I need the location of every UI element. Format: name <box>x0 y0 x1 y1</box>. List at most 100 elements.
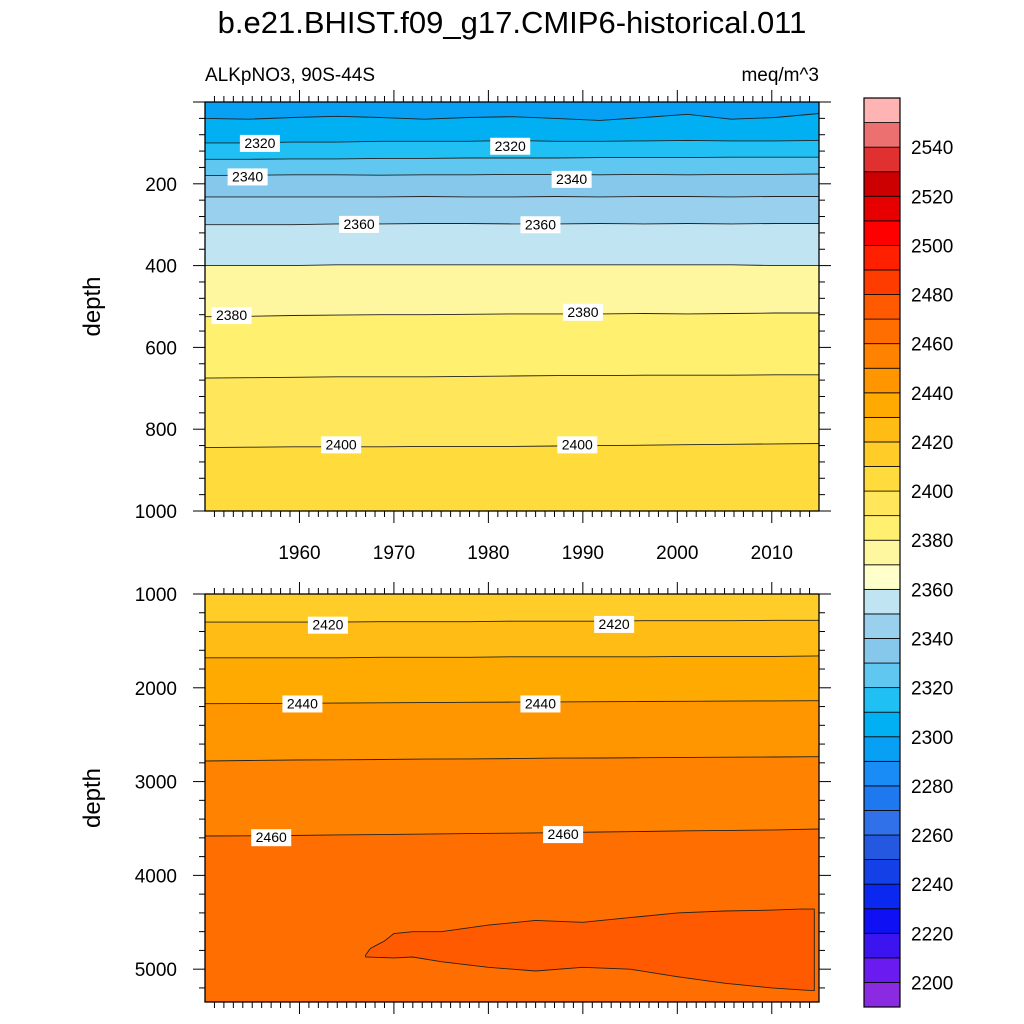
colorbar-label: 2440 <box>911 384 953 405</box>
chart-title: b.e21.BHIST.f09_g17.CMIP6-historical.011 <box>218 5 807 40</box>
variable-label: ALKpNO3, 90S-44S <box>205 65 375 86</box>
colorbar-swatch <box>863 908 901 934</box>
lower-contour-2430 <box>205 655 819 659</box>
upper-panel: 2320 2320 2340 2340 2360 2360 2380 2380 2400 2400… <box>79 90 831 564</box>
lower-contour-label-text: 2460 <box>256 829 287 845</box>
lower-contour-2420 <box>205 619 819 623</box>
lower-y-tick-label: 3000 <box>135 773 177 794</box>
colorbar-swatch <box>863 957 901 983</box>
colorbar-label: 2540 <box>911 138 953 159</box>
colorbar-label: 2480 <box>911 286 953 307</box>
upper-frame <box>204 101 820 512</box>
colorbar-swatch <box>863 343 901 369</box>
upper-contour-label: 2360 <box>520 216 561 234</box>
upper-y-tick-label: 1000 <box>135 502 177 523</box>
colorbar-swatch <box>863 638 901 664</box>
colorbar-label: 2340 <box>911 629 953 650</box>
colorbar-swatch <box>863 97 901 123</box>
upper-y-axis-label: depth <box>79 276 106 336</box>
upper-contour-2330 <box>205 173 819 177</box>
lower-contour-label: 2420 <box>307 616 348 634</box>
upper-contour-2370 <box>205 264 819 267</box>
upper-contour-label-text: 2380 <box>216 307 247 323</box>
x-tick-label: 1990 <box>562 543 604 564</box>
lower-y-tick-label: 1000 <box>135 585 177 606</box>
colorbar-label: 2300 <box>911 728 953 749</box>
lower-contour-label-text: 2420 <box>599 616 630 632</box>
colorbar: 2200 2220 2240 2260 2280 2300 2320 2340 2360 2380… <box>863 97 953 1008</box>
upper-contour-2350 <box>205 223 819 226</box>
lower-contour-2450 <box>205 756 819 762</box>
lower-contour-label: 2460 <box>543 826 584 844</box>
lower-contour-label-text: 2460 <box>548 826 579 842</box>
upper-contour-label: 2340 <box>551 170 592 188</box>
colorbar-swatch <box>863 171 901 197</box>
upper-contour-label: 2340 <box>227 168 268 186</box>
upper-contour-label-text: 2320 <box>495 138 526 154</box>
colorbar-label: 2240 <box>911 875 953 896</box>
lower-contour-label-text: 2440 <box>287 695 318 711</box>
upper-contour-label-text: 2340 <box>556 171 587 187</box>
upper-contour-label-text: 2360 <box>344 216 375 232</box>
upper-contour-label-text: 2340 <box>232 168 263 184</box>
upper-contour-label: 2320 <box>490 137 531 155</box>
colorbar-swatch <box>863 883 901 910</box>
colorbar-swatch <box>863 564 901 590</box>
colorbar-swatch <box>863 318 901 345</box>
colorbar-swatch <box>863 932 901 959</box>
upper-contour-label: 2400 <box>321 436 362 454</box>
colorbar-frame <box>863 97 901 1008</box>
colorbar-swatch <box>863 539 901 566</box>
x-tick-label: 1980 <box>467 543 509 564</box>
lower-contour-label-text: 2420 <box>312 617 343 633</box>
colorbar-swatch <box>863 982 901 1008</box>
lower-y-tick-label: 2000 <box>135 679 177 700</box>
colorbar-swatch <box>863 122 901 148</box>
lower-anomaly-region <box>365 908 815 992</box>
colorbar-label: 2380 <box>911 531 953 552</box>
upper-contour-2380 <box>205 312 819 318</box>
lower-contour-label: 2460 <box>251 829 292 847</box>
upper-y-tick-label: 400 <box>145 257 177 278</box>
colorbar-swatch <box>863 195 901 222</box>
colorbar-swatch <box>863 859 901 885</box>
colorbar-swatch <box>863 269 901 295</box>
x-tick-label: 1960 <box>278 543 320 564</box>
lower-contour-2460 <box>205 828 819 837</box>
upper-contour-label: 2360 <box>339 215 380 233</box>
colorbar-swatch <box>863 515 901 541</box>
colorbar-swatch <box>863 392 901 418</box>
lower-y-tick-label: 5000 <box>135 960 177 981</box>
colorbar-label: 2520 <box>911 187 953 208</box>
colorbar-label: 2500 <box>911 236 953 257</box>
colorbar-swatch <box>863 736 901 762</box>
x-tick-label: 1970 <box>373 543 415 564</box>
colorbar-swatch <box>863 466 901 492</box>
colorbar-swatch <box>863 441 901 467</box>
lower-y-axis-label: depth <box>79 768 106 828</box>
upper-contour-label-text: 2320 <box>244 135 275 151</box>
colorbar-label: 2280 <box>911 777 953 798</box>
colorbar-swatch <box>863 245 901 271</box>
upper-contour-label-text: 2380 <box>567 304 598 320</box>
colorbar-swatch <box>863 785 901 811</box>
lower-contour-label: 2440 <box>520 695 561 713</box>
lower-frame <box>204 593 820 1003</box>
upper-y-tick-label: 800 <box>145 420 177 441</box>
upper-contour-2390 <box>205 374 819 379</box>
colorbar-swatch <box>863 711 901 738</box>
upper-contour-label: 2380 <box>562 303 603 321</box>
units-label: meq/m^3 <box>741 65 819 86</box>
colorbar-label: 2460 <box>911 335 953 356</box>
colorbar-label: 2260 <box>911 826 953 847</box>
lower-contour-label-text: 2440 <box>525 695 556 711</box>
lower-contour-label: 2420 <box>594 615 635 633</box>
colorbar-label: 2400 <box>911 482 953 503</box>
upper-contour-label-text: 2400 <box>562 436 593 452</box>
colorbar-swatch <box>863 294 901 320</box>
colorbar-label: 2420 <box>911 433 953 454</box>
colorbar-swatch <box>863 490 901 517</box>
colorbar-swatch <box>863 588 901 615</box>
upper-contour-label: 2400 <box>557 436 598 454</box>
